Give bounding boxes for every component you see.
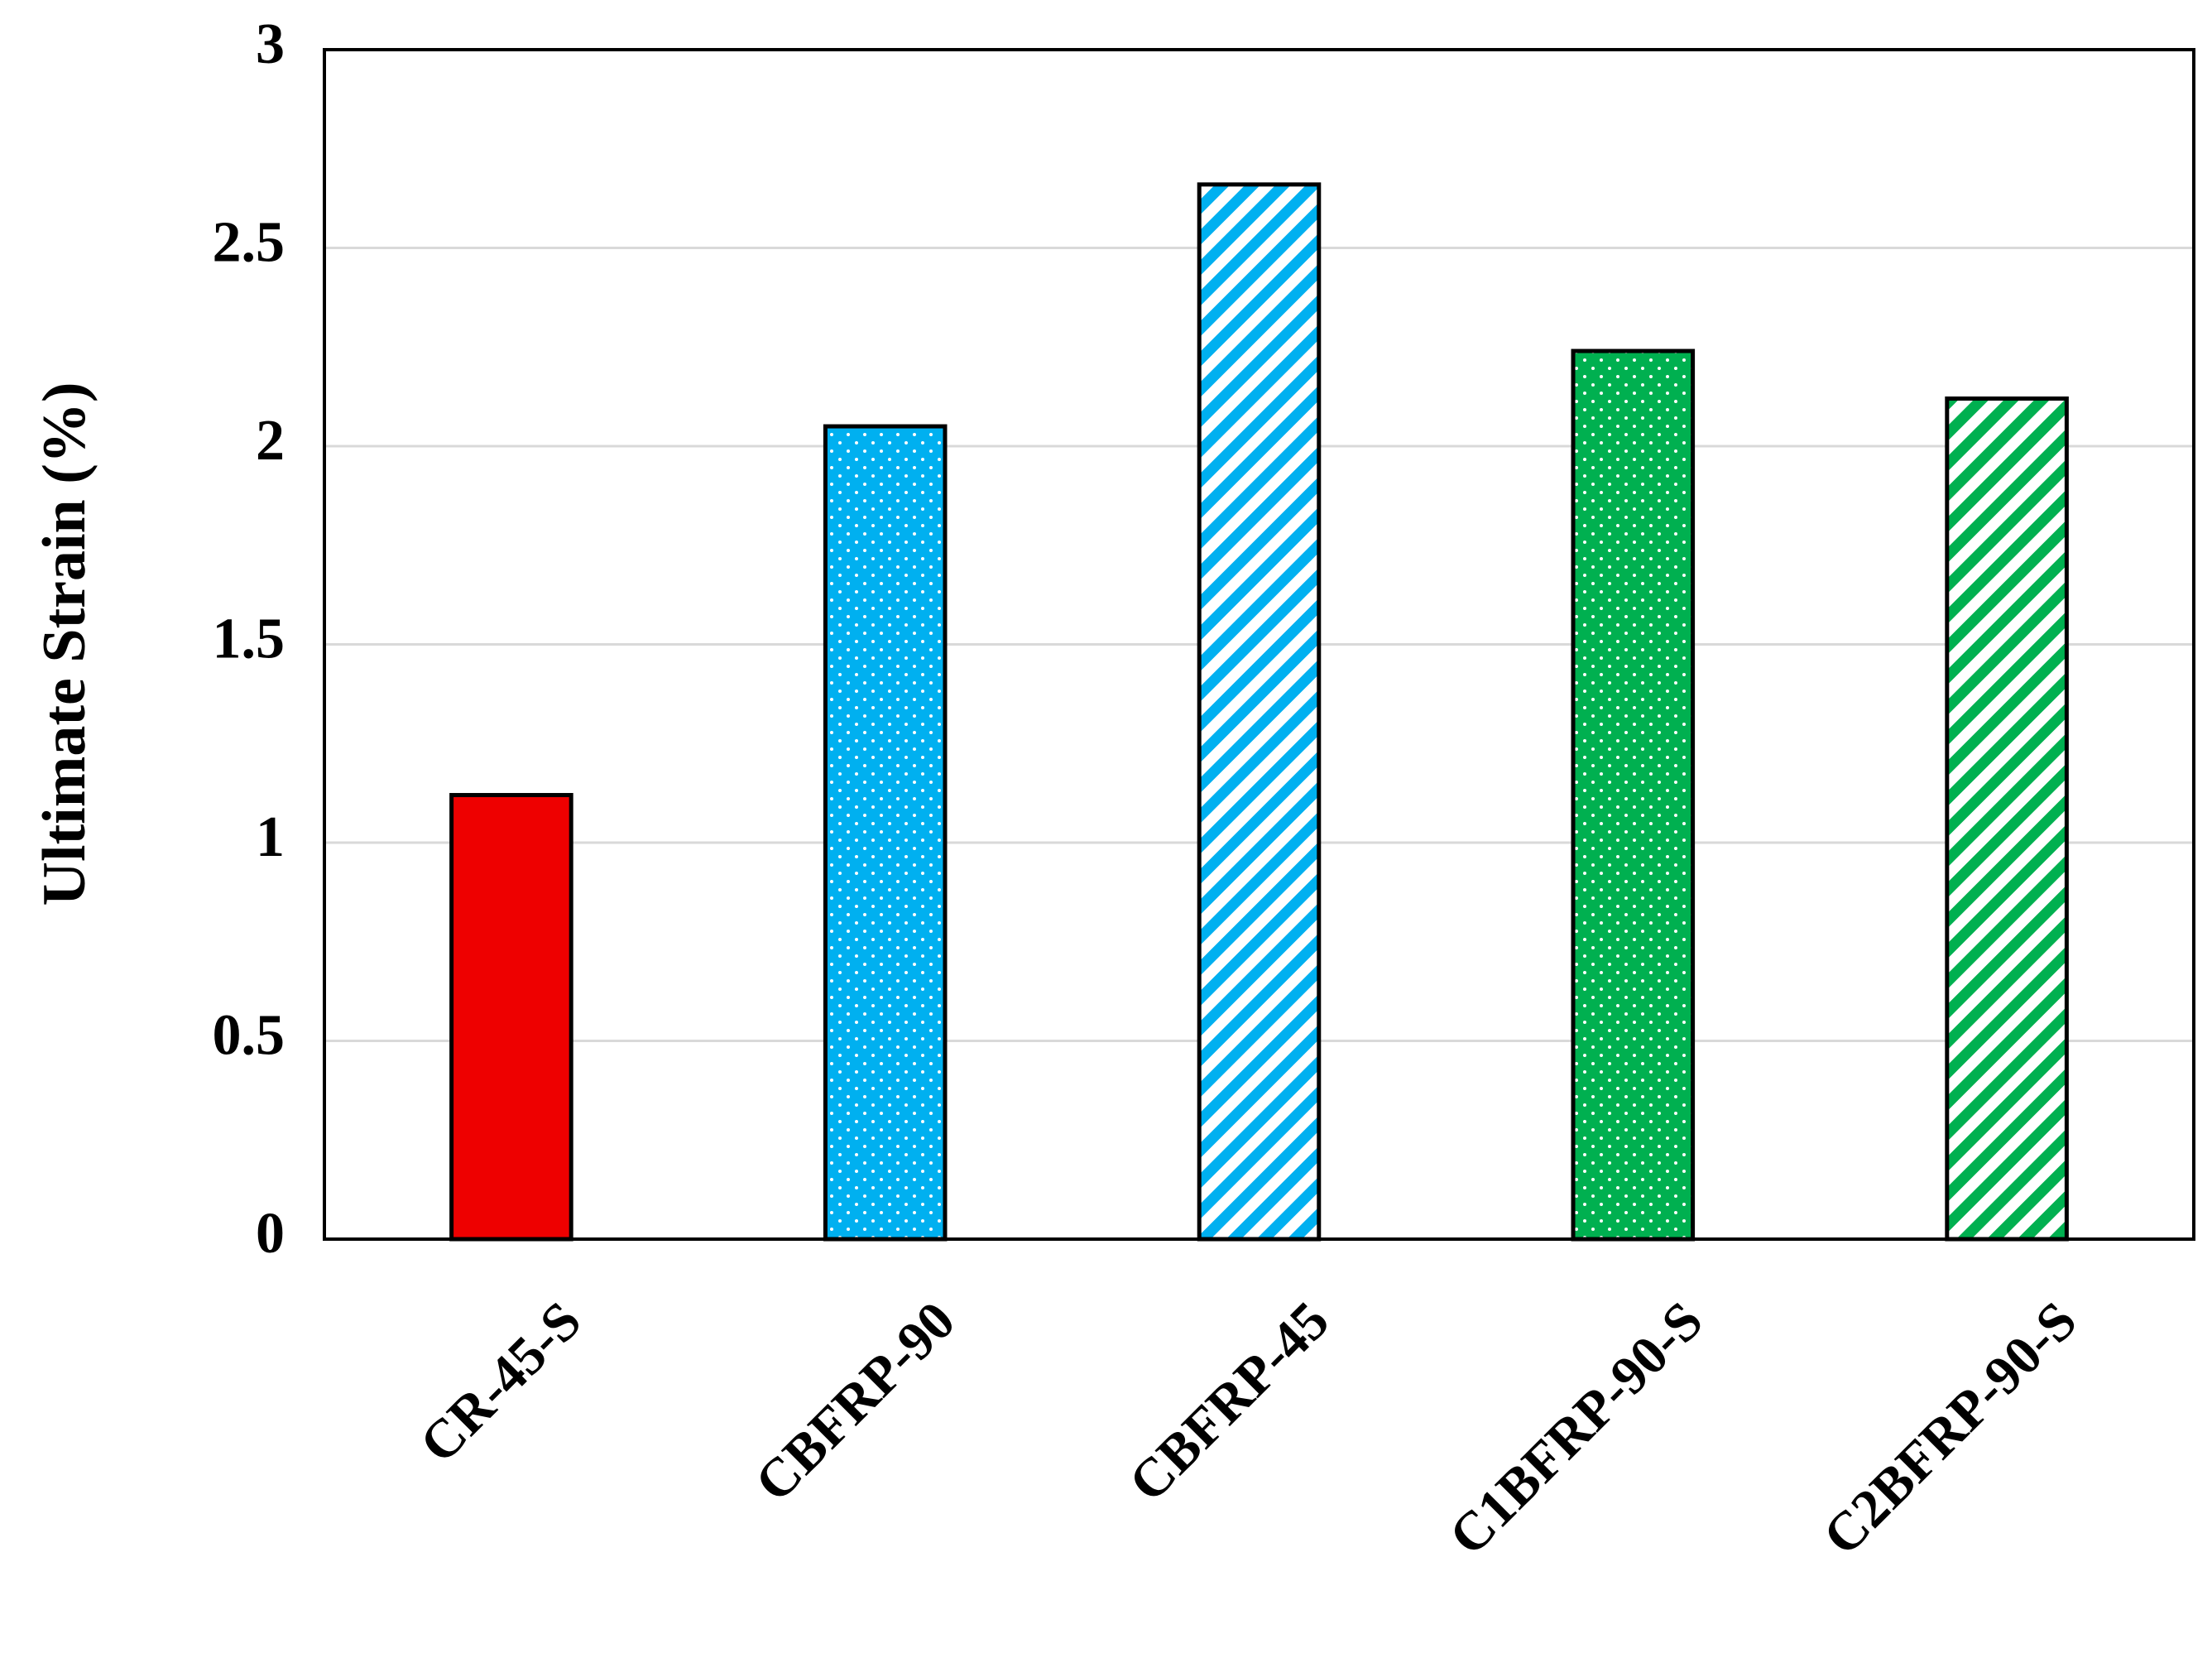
- bar: [449, 793, 573, 1242]
- x-tick-label: CR-45-S: [409, 1290, 593, 1475]
- y-axis-label: Ultimate Strain (%): [31, 382, 98, 906]
- bar: [1197, 182, 1322, 1242]
- x-tick-label: C1BFRP-90-S: [1438, 1290, 1715, 1567]
- bar: [1945, 396, 2069, 1242]
- plot-frame: [323, 48, 2195, 1241]
- y-tick-label: 1.5: [213, 608, 285, 671]
- y-tick-label: 2.5: [213, 211, 285, 275]
- x-tick-label: C2BFRP-90-S: [1811, 1290, 2088, 1567]
- y-tick-label: 2: [256, 409, 285, 473]
- y-tick-label: 1: [256, 805, 285, 869]
- y-tick-label: 0.5: [213, 1004, 285, 1068]
- bar: [1571, 348, 1696, 1242]
- bar: [823, 424, 948, 1242]
- y-tick-label: 3: [256, 12, 285, 76]
- x-tick-label: CBFRP-45: [1118, 1290, 1341, 1513]
- x-tick-label: CBFRP-90: [744, 1290, 967, 1513]
- y-tick-label: 0: [256, 1202, 285, 1266]
